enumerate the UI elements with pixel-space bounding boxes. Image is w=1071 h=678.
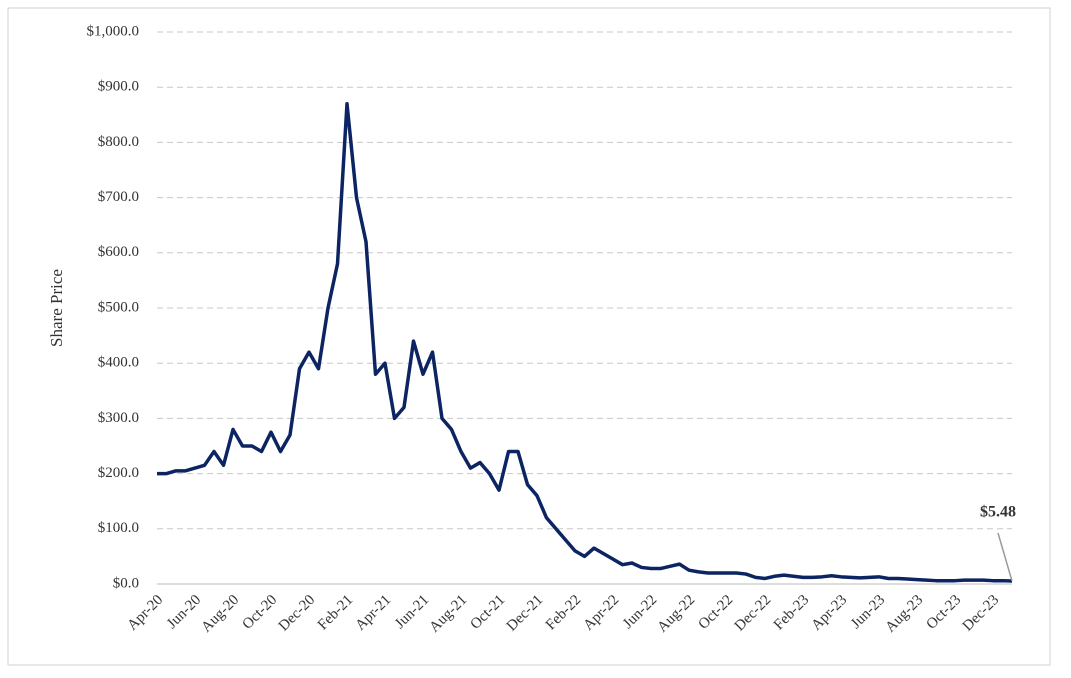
x-tick-label: Aug-23: [883, 592, 927, 636]
x-tick-label: Apr-23: [809, 592, 851, 634]
x-tick-label: Feb-23: [771, 592, 812, 633]
y-tick-label: $800.0: [98, 134, 139, 150]
value-label: $5.48: [980, 504, 1016, 521]
x-tick-label: Dec-23: [960, 592, 1003, 635]
y-tick-label: $200.0: [98, 465, 139, 481]
x-tick-label: Oct-20: [239, 592, 280, 633]
x-tick-label: Aug-21: [427, 592, 471, 636]
chart-frame: [7, 7, 1051, 666]
y-tick-label: $0.0: [113, 575, 139, 591]
y-tick-label: $400.0: [98, 355, 139, 371]
x-tick-label: Dec-22: [732, 592, 775, 635]
price-line: [157, 102, 1013, 583]
y-tick-label: $700.0: [98, 189, 139, 205]
x-tick-label: Aug-22: [655, 592, 699, 636]
x-tick-label: Jun-21: [392, 592, 432, 632]
y-axis-label: Share Price: [47, 269, 66, 347]
x-tick-label: Apr-20: [125, 592, 167, 634]
x-tick-label: Oct-22: [695, 592, 736, 633]
y-tick-label: $500.0: [98, 299, 139, 315]
x-tick-label: Jun-22: [620, 592, 660, 632]
x-tick-label: Apr-21: [353, 592, 395, 634]
x-tick-label: Dec-20: [276, 592, 319, 635]
y-tick-label: $100.0: [98, 520, 139, 536]
x-tick-label: Apr-22: [581, 592, 623, 634]
x-tick-label: Oct-21: [467, 592, 508, 633]
y-tick-label: $1,000.0: [87, 23, 140, 39]
x-tick-label: Jun-20: [164, 592, 204, 632]
x-tick-label: Dec-21: [504, 592, 547, 635]
y-tick-label: $900.0: [98, 79, 139, 95]
label-leader: [997, 532, 1013, 582]
y-tick-label: $300.0: [98, 410, 139, 426]
x-tick-label: Feb-22: [543, 592, 584, 633]
x-tick-label: Feb-21: [315, 592, 356, 633]
x-tick-label: Oct-23: [923, 592, 964, 633]
x-tick-label: Jun-23: [848, 592, 888, 632]
y-tick-label: $600.0: [98, 244, 139, 260]
x-tick-label: Aug-20: [199, 592, 243, 636]
